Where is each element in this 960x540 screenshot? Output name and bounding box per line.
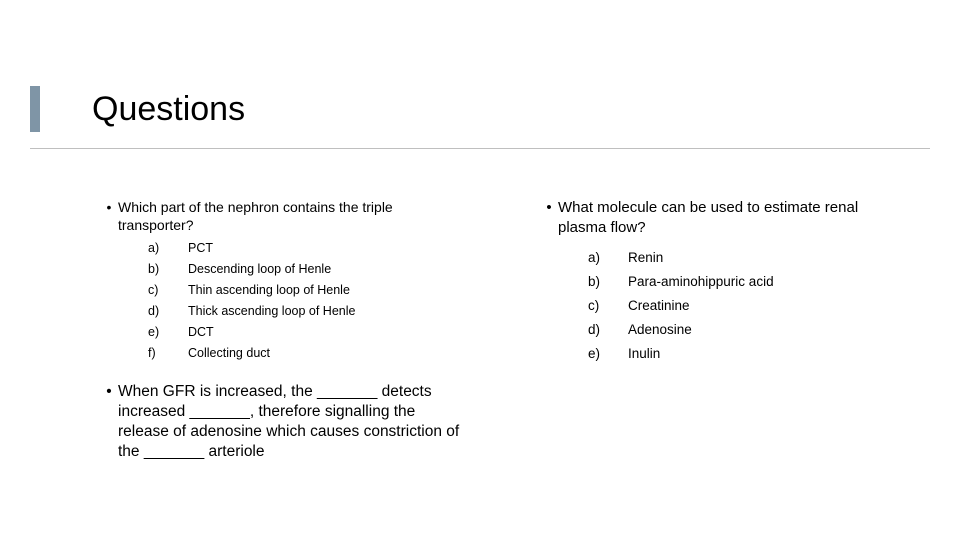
question-1-options: a)PCTb)Descending loop of Henlec)Thin as… (148, 238, 470, 364)
option-row: b)Descending loop of Henle (148, 259, 470, 280)
question-1-text: Which part of the nephron contains the t… (118, 198, 470, 234)
question-2: • When GFR is increased, the _______ det… (100, 382, 470, 462)
option-row: e)DCT (148, 322, 470, 343)
option-row: f)Collecting duct (148, 343, 470, 364)
option-text: Adenosine (628, 318, 900, 342)
left-column: • Which part of the nephron contains the… (100, 198, 470, 462)
slide: Questions • Which part of the nephron co… (0, 0, 960, 540)
option-label: f) (148, 343, 188, 364)
option-label: e) (588, 342, 628, 366)
option-row: c)Thin ascending loop of Henle (148, 280, 470, 301)
question-3-options: a)Reninb)Para-aminohippuric acidc)Creati… (588, 246, 900, 366)
option-row: d)Thick ascending loop of Henle (148, 301, 470, 322)
option-text: Collecting duct (188, 343, 470, 364)
option-label: b) (588, 270, 628, 294)
bullet-icon: • (540, 198, 558, 218)
question-2-text: When GFR is increased, the _______ detec… (118, 382, 470, 462)
option-label: a) (588, 246, 628, 270)
option-row: b)Para-aminohippuric acid (588, 270, 900, 294)
option-label: e) (148, 322, 188, 343)
bullet-icon: • (100, 382, 118, 402)
bullet-icon: • (100, 198, 118, 216)
option-label: d) (148, 301, 188, 322)
option-row: a)Renin (588, 246, 900, 270)
question-3-text: What molecule can be used to estimate re… (558, 198, 900, 238)
option-label: c) (148, 280, 188, 301)
option-label: b) (148, 259, 188, 280)
option-text: Descending loop of Henle (188, 259, 470, 280)
option-text: Renin (628, 246, 900, 270)
slide-title: Questions (92, 90, 245, 129)
option-row: c)Creatinine (588, 294, 900, 318)
question-1: • Which part of the nephron contains the… (100, 198, 470, 234)
option-row: a)PCT (148, 238, 470, 259)
option-text: Para-aminohippuric acid (628, 270, 900, 294)
accent-bar (30, 86, 40, 132)
option-label: c) (588, 294, 628, 318)
option-text: Thin ascending loop of Henle (188, 280, 470, 301)
option-text: Inulin (628, 342, 900, 366)
right-column: • What molecule can be used to estimate … (540, 198, 900, 366)
option-text: Thick ascending loop of Henle (188, 301, 470, 322)
option-label: d) (588, 318, 628, 342)
option-label: a) (148, 238, 188, 259)
title-underline (30, 148, 930, 149)
option-text: Creatinine (628, 294, 900, 318)
option-text: DCT (188, 322, 470, 343)
option-row: e)Inulin (588, 342, 900, 366)
option-row: d)Adenosine (588, 318, 900, 342)
question-3: • What molecule can be used to estimate … (540, 198, 900, 238)
option-text: PCT (188, 238, 470, 259)
